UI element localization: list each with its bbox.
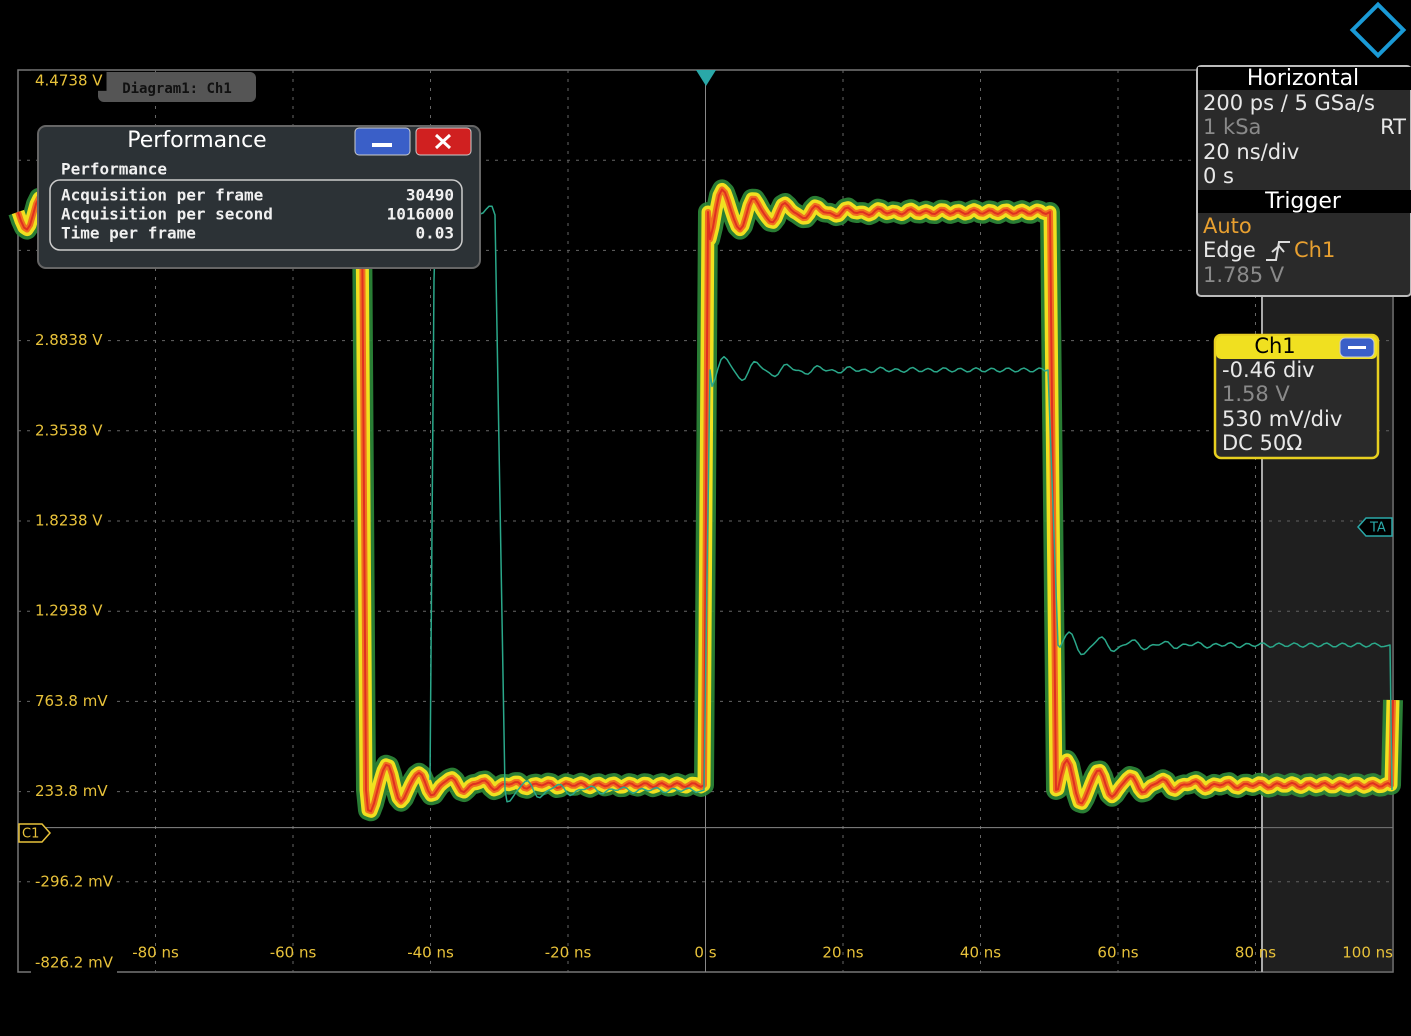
minimize-icon bbox=[372, 143, 392, 147]
x-axis-label: 20 ns bbox=[822, 944, 863, 962]
stat-value: 30490 bbox=[406, 186, 454, 205]
grid bbox=[18, 70, 1393, 972]
channel-minimize-icon bbox=[1348, 346, 1366, 349]
stat-value: 0.03 bbox=[415, 224, 454, 243]
trigger-type: Edge bbox=[1203, 238, 1256, 262]
dialog-title: Performance bbox=[127, 128, 266, 153]
acquisition-mode: RT bbox=[1380, 115, 1406, 139]
y-axis-label: 763.8 mV bbox=[35, 692, 108, 710]
y-axis-label-bg bbox=[31, 781, 112, 802]
trigger-level-marker bbox=[1356, 517, 1393, 537]
x-axis-label: 40 ns bbox=[960, 944, 1001, 962]
edge-icon bbox=[1266, 241, 1290, 261]
y-axis-label-bg bbox=[31, 420, 107, 441]
x-axis-label: -60 ns bbox=[270, 944, 317, 962]
channel-marker bbox=[18, 823, 52, 843]
y-axis-label: 2.3538 V bbox=[35, 421, 103, 439]
trigger-mode: Auto bbox=[1203, 214, 1252, 238]
x-axis-label: 60 ns bbox=[1097, 944, 1138, 962]
trigger-source: Ch1 bbox=[1294, 238, 1335, 262]
channel-marker-label: C1 bbox=[22, 827, 39, 842]
performance-dialog: Performance Performance Acquisition per … bbox=[37, 125, 481, 269]
y-axis-label-bg bbox=[31, 952, 117, 973]
channel-title: Ch1 bbox=[1254, 334, 1295, 358]
time-position: 0 s bbox=[1203, 164, 1234, 188]
minimize-button[interactable] bbox=[354, 127, 411, 156]
horizontal-title: Horizontal bbox=[1247, 66, 1359, 91]
y-axis-label: 4.4738 V bbox=[35, 71, 103, 89]
y-axis-label: 233.8 mV bbox=[35, 782, 108, 800]
y-axis-label-bg bbox=[31, 691, 112, 712]
x-axis-label: 100 ns bbox=[1342, 944, 1393, 962]
diagram-tab[interactable] bbox=[98, 72, 256, 102]
x-axis-label: -40 ns bbox=[407, 944, 454, 962]
stats-box bbox=[49, 179, 463, 251]
y-axis-label: 1.8238 V bbox=[35, 512, 103, 530]
trigger-level: 1.785 V bbox=[1203, 263, 1285, 287]
x-axis-label: -80 ns bbox=[132, 944, 179, 962]
y-axis-label: -296.2 mV bbox=[35, 872, 114, 890]
y-axis-label-bg bbox=[31, 70, 107, 91]
stat-label: Acquisition per second bbox=[61, 205, 273, 224]
record-length: 1 kSa bbox=[1203, 115, 1261, 139]
y-axis-label-bg bbox=[31, 871, 117, 892]
x-axis-label: 0 s bbox=[694, 944, 716, 962]
stat-label: Acquisition per frame bbox=[61, 186, 263, 205]
time-scale: 20 ns/div bbox=[1203, 140, 1299, 164]
channel-scale: 530 mV/div bbox=[1222, 407, 1342, 431]
y-axis-label-bg bbox=[31, 601, 107, 622]
diagram-label: Diagram1: Ch1 bbox=[122, 81, 232, 97]
x-axis-label: -20 ns bbox=[545, 944, 592, 962]
logo bbox=[1349, 1, 1407, 59]
stat-value: 1016000 bbox=[387, 205, 454, 224]
x-axis-label: 80 ns bbox=[1235, 944, 1276, 962]
y-axis-label: 1.2938 V bbox=[35, 602, 103, 620]
trigger-position-marker bbox=[696, 70, 716, 86]
y-axis-label: 2.8838 V bbox=[35, 331, 103, 349]
y-axis-label-bg bbox=[31, 511, 107, 531]
channel-panel: Ch1 -0.46 div 1.58 V 530 mV/div DC 50Ω bbox=[1213, 333, 1380, 460]
close-icon bbox=[434, 133, 452, 150]
trace-secondary bbox=[429, 203, 1393, 803]
section-label: Performance bbox=[61, 160, 167, 179]
y-axis-label-bg bbox=[31, 330, 107, 351]
trigger-level-marker-label: TA bbox=[1369, 521, 1386, 536]
stat-label: Time per frame bbox=[61, 224, 196, 243]
resolution: 200 ps / 5 GSa/s bbox=[1203, 91, 1375, 115]
channel-offset-voltage: 1.58 V bbox=[1222, 382, 1290, 406]
channel-coupling: DC 50Ω bbox=[1222, 431, 1302, 455]
trigger-title: Trigger bbox=[1264, 189, 1342, 214]
horizontal-panel: Horizontal 200 ps / 5 GSa/s 1 kSa RT 20 … bbox=[1196, 65, 1411, 297]
channel-offset: -0.46 div bbox=[1222, 358, 1315, 382]
y-axis-label: -826.2 mV bbox=[35, 953, 114, 971]
